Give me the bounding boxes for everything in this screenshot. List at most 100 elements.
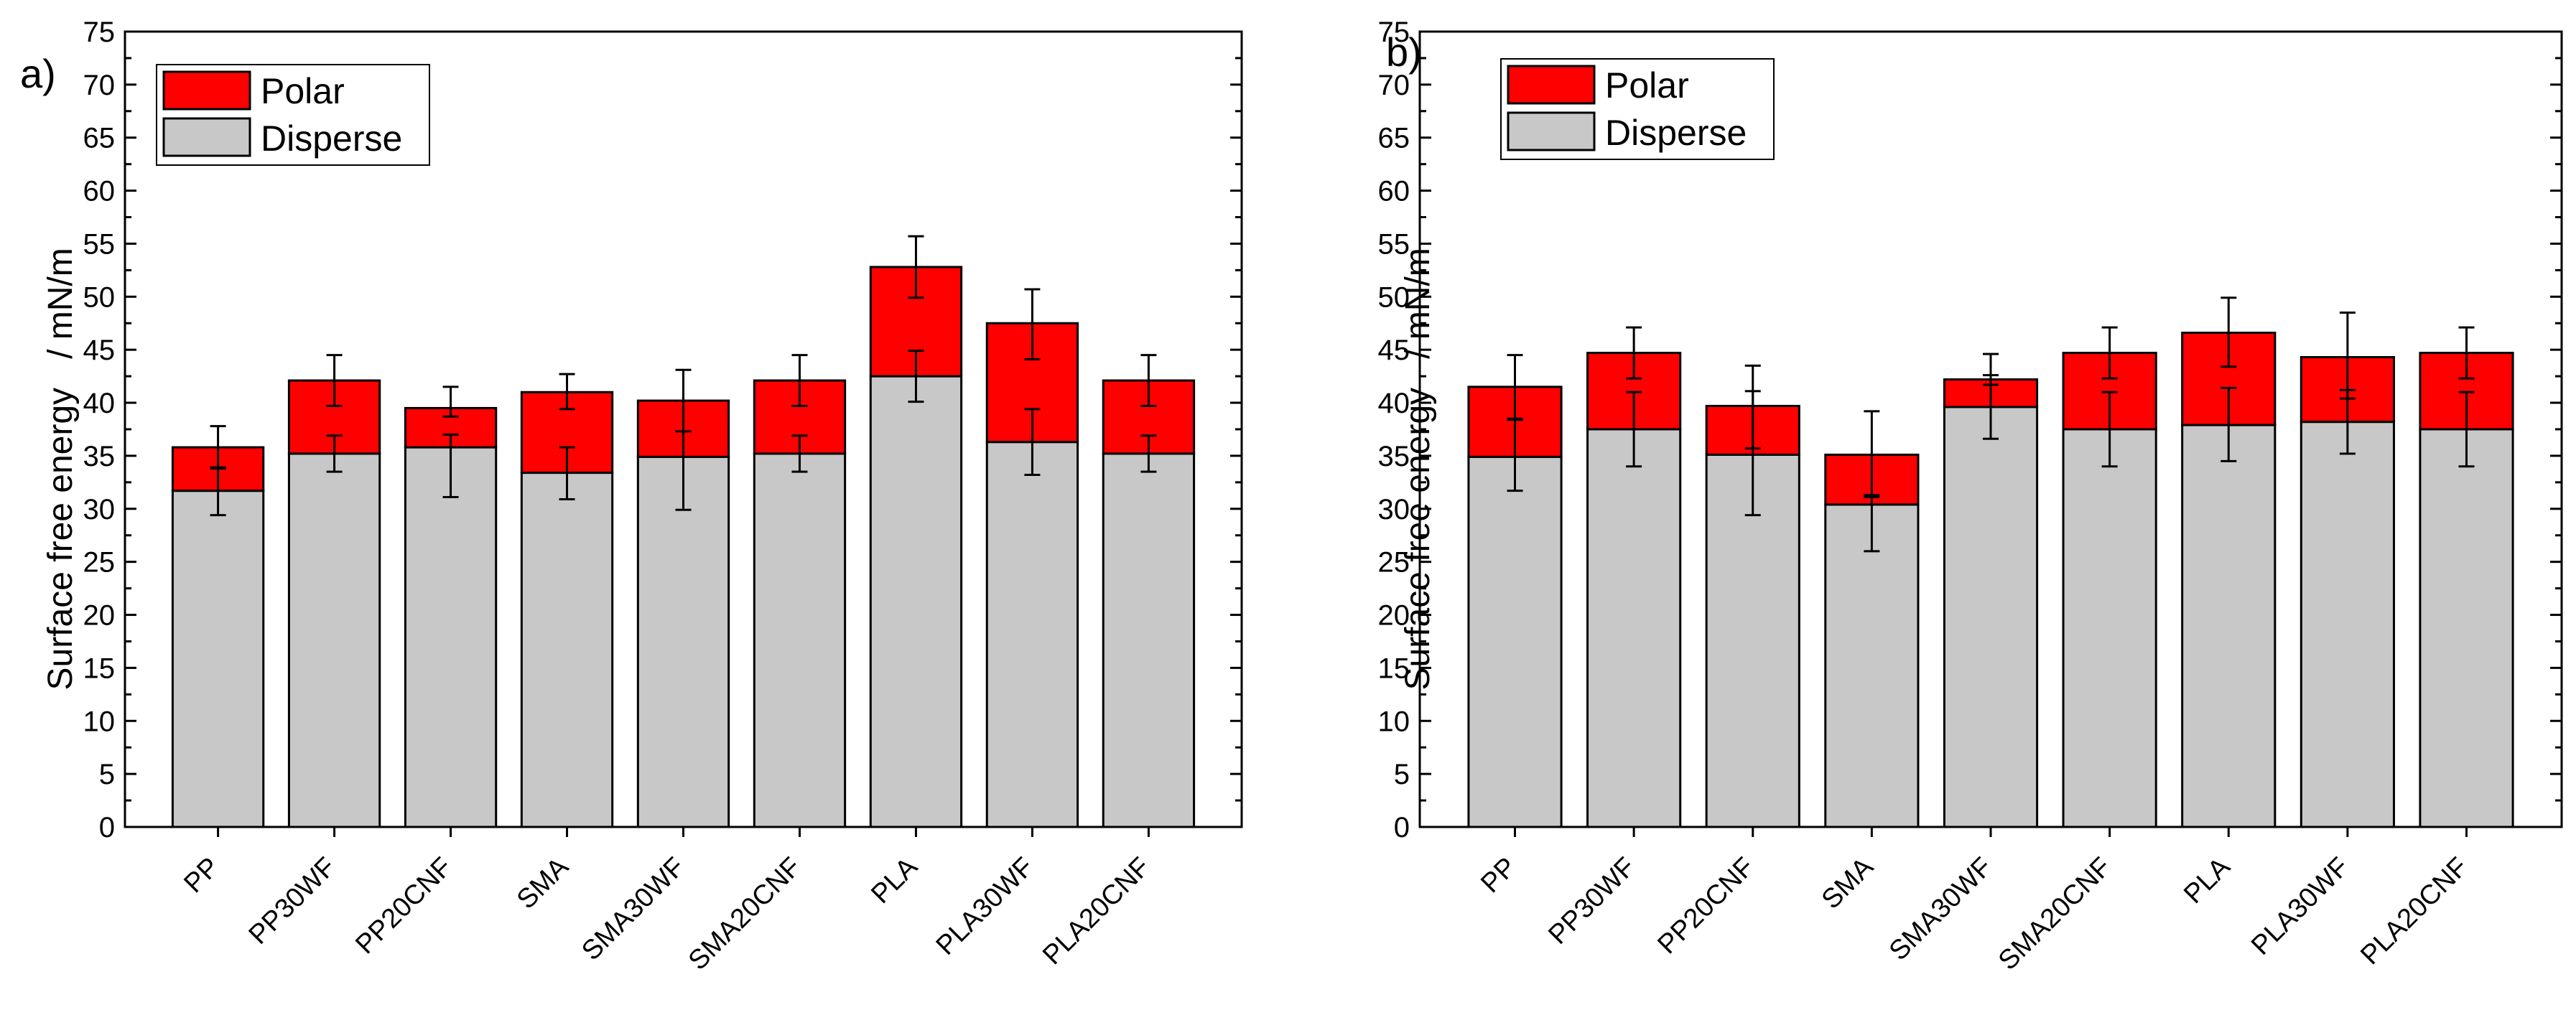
category-label: SMA20CNF — [683, 852, 807, 976]
category-label: PLA30WF — [931, 852, 1040, 961]
category-label: SMA — [511, 851, 575, 915]
legend-swatch-disperse — [162, 117, 251, 157]
bar-disperse — [636, 455, 730, 828]
error-bar-polar — [1626, 326, 1642, 380]
bar-disperse — [2181, 424, 2277, 828]
bar-disperse — [1705, 453, 1800, 828]
y-axis-title: Surface free energy / mN/m — [42, 248, 80, 690]
category-label: PLA20CNF — [2355, 852, 2474, 971]
y-tick-label: 0 — [99, 812, 115, 843]
error-bar-disperse — [2221, 386, 2237, 462]
legend-label-polar: Polar — [1605, 65, 1689, 106]
category-label: PP — [178, 852, 225, 899]
y-tick-label: 35 — [1378, 441, 1410, 472]
chart-a: 0 5 10 15 20 25 30 35 40 45 50 55 60 65 70 75 PP PP30WF PP… — [20, 17, 1243, 976]
error-bar-disperse — [1626, 391, 1642, 468]
y-tick-label: 25 — [83, 547, 116, 579]
legend: Polar Disperse — [1500, 58, 1775, 160]
y-tick-label: 35 — [83, 441, 116, 472]
panel-label: b) — [1386, 29, 1422, 75]
error-bar-polar — [2221, 296, 2237, 368]
error-bar-disperse — [908, 350, 924, 403]
category-label: PLA — [2178, 851, 2236, 910]
bar-disperse — [1586, 428, 1682, 828]
y-tick-label: 65 — [1378, 123, 1410, 154]
bar-disperse — [171, 490, 265, 828]
panel-label: a) — [20, 51, 56, 96]
y-tick-label: 30 — [1378, 494, 1410, 525]
legend-swatch-polar — [1507, 65, 1596, 105]
y-tick-label: 15 — [1378, 653, 1410, 684]
bar-disperse — [1102, 452, 1196, 828]
error-bar-disperse — [442, 433, 459, 499]
y-tick-label: 60 — [83, 176, 116, 207]
category-label: SMA — [1816, 851, 1879, 915]
y-tick-label: 15 — [83, 653, 116, 684]
error-bar-disperse — [559, 446, 575, 501]
bar-disperse — [1467, 455, 1563, 828]
y-axis-title: Surface free energy / mN/m — [1399, 248, 1437, 690]
y-tick-label: 5 — [99, 759, 115, 790]
error-bar-disperse — [1140, 434, 1157, 473]
category-label: SMA20CNF — [1993, 852, 2117, 976]
y-tick-label: 70 — [1378, 70, 1410, 101]
error-bar-polar — [908, 235, 924, 299]
category-label: PP30WF — [243, 852, 342, 950]
category-label: PP20CNF — [1652, 852, 1760, 960]
legend-label-disperse: Disperse — [261, 118, 402, 159]
bar-disperse — [985, 441, 1079, 828]
y-tick-label: 40 — [83, 388, 116, 419]
plot-frame — [1418, 30, 2563, 828]
bar-disperse — [1824, 503, 1920, 828]
error-bar-polar — [1864, 410, 1880, 499]
bar-disperse — [2062, 428, 2157, 828]
y-tick-label: 75 — [83, 17, 116, 48]
bar-disperse — [753, 452, 847, 828]
error-bar-disperse — [2458, 391, 2475, 468]
error-bar-polar — [791, 354, 808, 407]
bar-disperse — [2300, 421, 2395, 828]
chart-b: 0 5 10 15 20 25 30 35 40 45 50 55 60 65 70 75 PP PP30WF PP… — [1378, 17, 2563, 976]
error-bar-polar — [675, 368, 692, 433]
error-bar-disperse — [1024, 408, 1041, 477]
bar-disperse — [869, 375, 963, 828]
error-bar-polar — [1507, 354, 1523, 421]
legend-label-disperse: Disperse — [1605, 113, 1747, 153]
error-bar-polar — [442, 385, 459, 418]
bar-disperse — [1943, 406, 2039, 828]
category-label: PLA — [865, 851, 924, 910]
error-bar-polar — [1744, 364, 1761, 450]
category-label: PP30WF — [1543, 852, 1641, 950]
error-bar-polar — [559, 373, 575, 411]
category-label: PP — [1475, 852, 1522, 899]
y-tick-label: 75 — [1378, 17, 1410, 48]
y-tick-label: 0 — [1394, 812, 1410, 843]
y-tick-label: 45 — [83, 335, 116, 366]
y-tick-label: 50 — [83, 281, 116, 313]
legend: Polar Disperse — [156, 64, 430, 166]
legend-swatch-polar — [162, 70, 251, 111]
category-label: PLA30WF — [2246, 852, 2355, 961]
error-bar-polar — [326, 354, 343, 407]
error-bar-polar — [2339, 311, 2356, 400]
error-bar-polar — [2101, 326, 2118, 380]
y-tick-label: 5 — [1394, 759, 1410, 790]
legend-swatch-disperse — [1507, 111, 1596, 151]
y-tick-label: 30 — [83, 494, 116, 525]
y-tick-label: 70 — [83, 70, 116, 101]
category-label: PP20CNF — [350, 852, 458, 960]
error-bar-polar — [210, 425, 226, 470]
error-bar-polar — [1140, 354, 1157, 407]
plot-frame — [124, 30, 1243, 828]
y-tick-label: 50 — [1378, 281, 1410, 313]
error-bar-disperse — [791, 434, 808, 473]
bar-disperse — [404, 446, 498, 828]
category-label: SMA30WF — [576, 852, 691, 967]
category-label: SMA30WF — [1884, 852, 1999, 967]
bar-disperse — [520, 472, 614, 828]
bar-disperse — [287, 452, 381, 828]
y-tick-label: 40 — [1378, 388, 1410, 419]
y-tick-label: 65 — [83, 123, 116, 154]
error-bar-disperse — [2101, 391, 2118, 468]
